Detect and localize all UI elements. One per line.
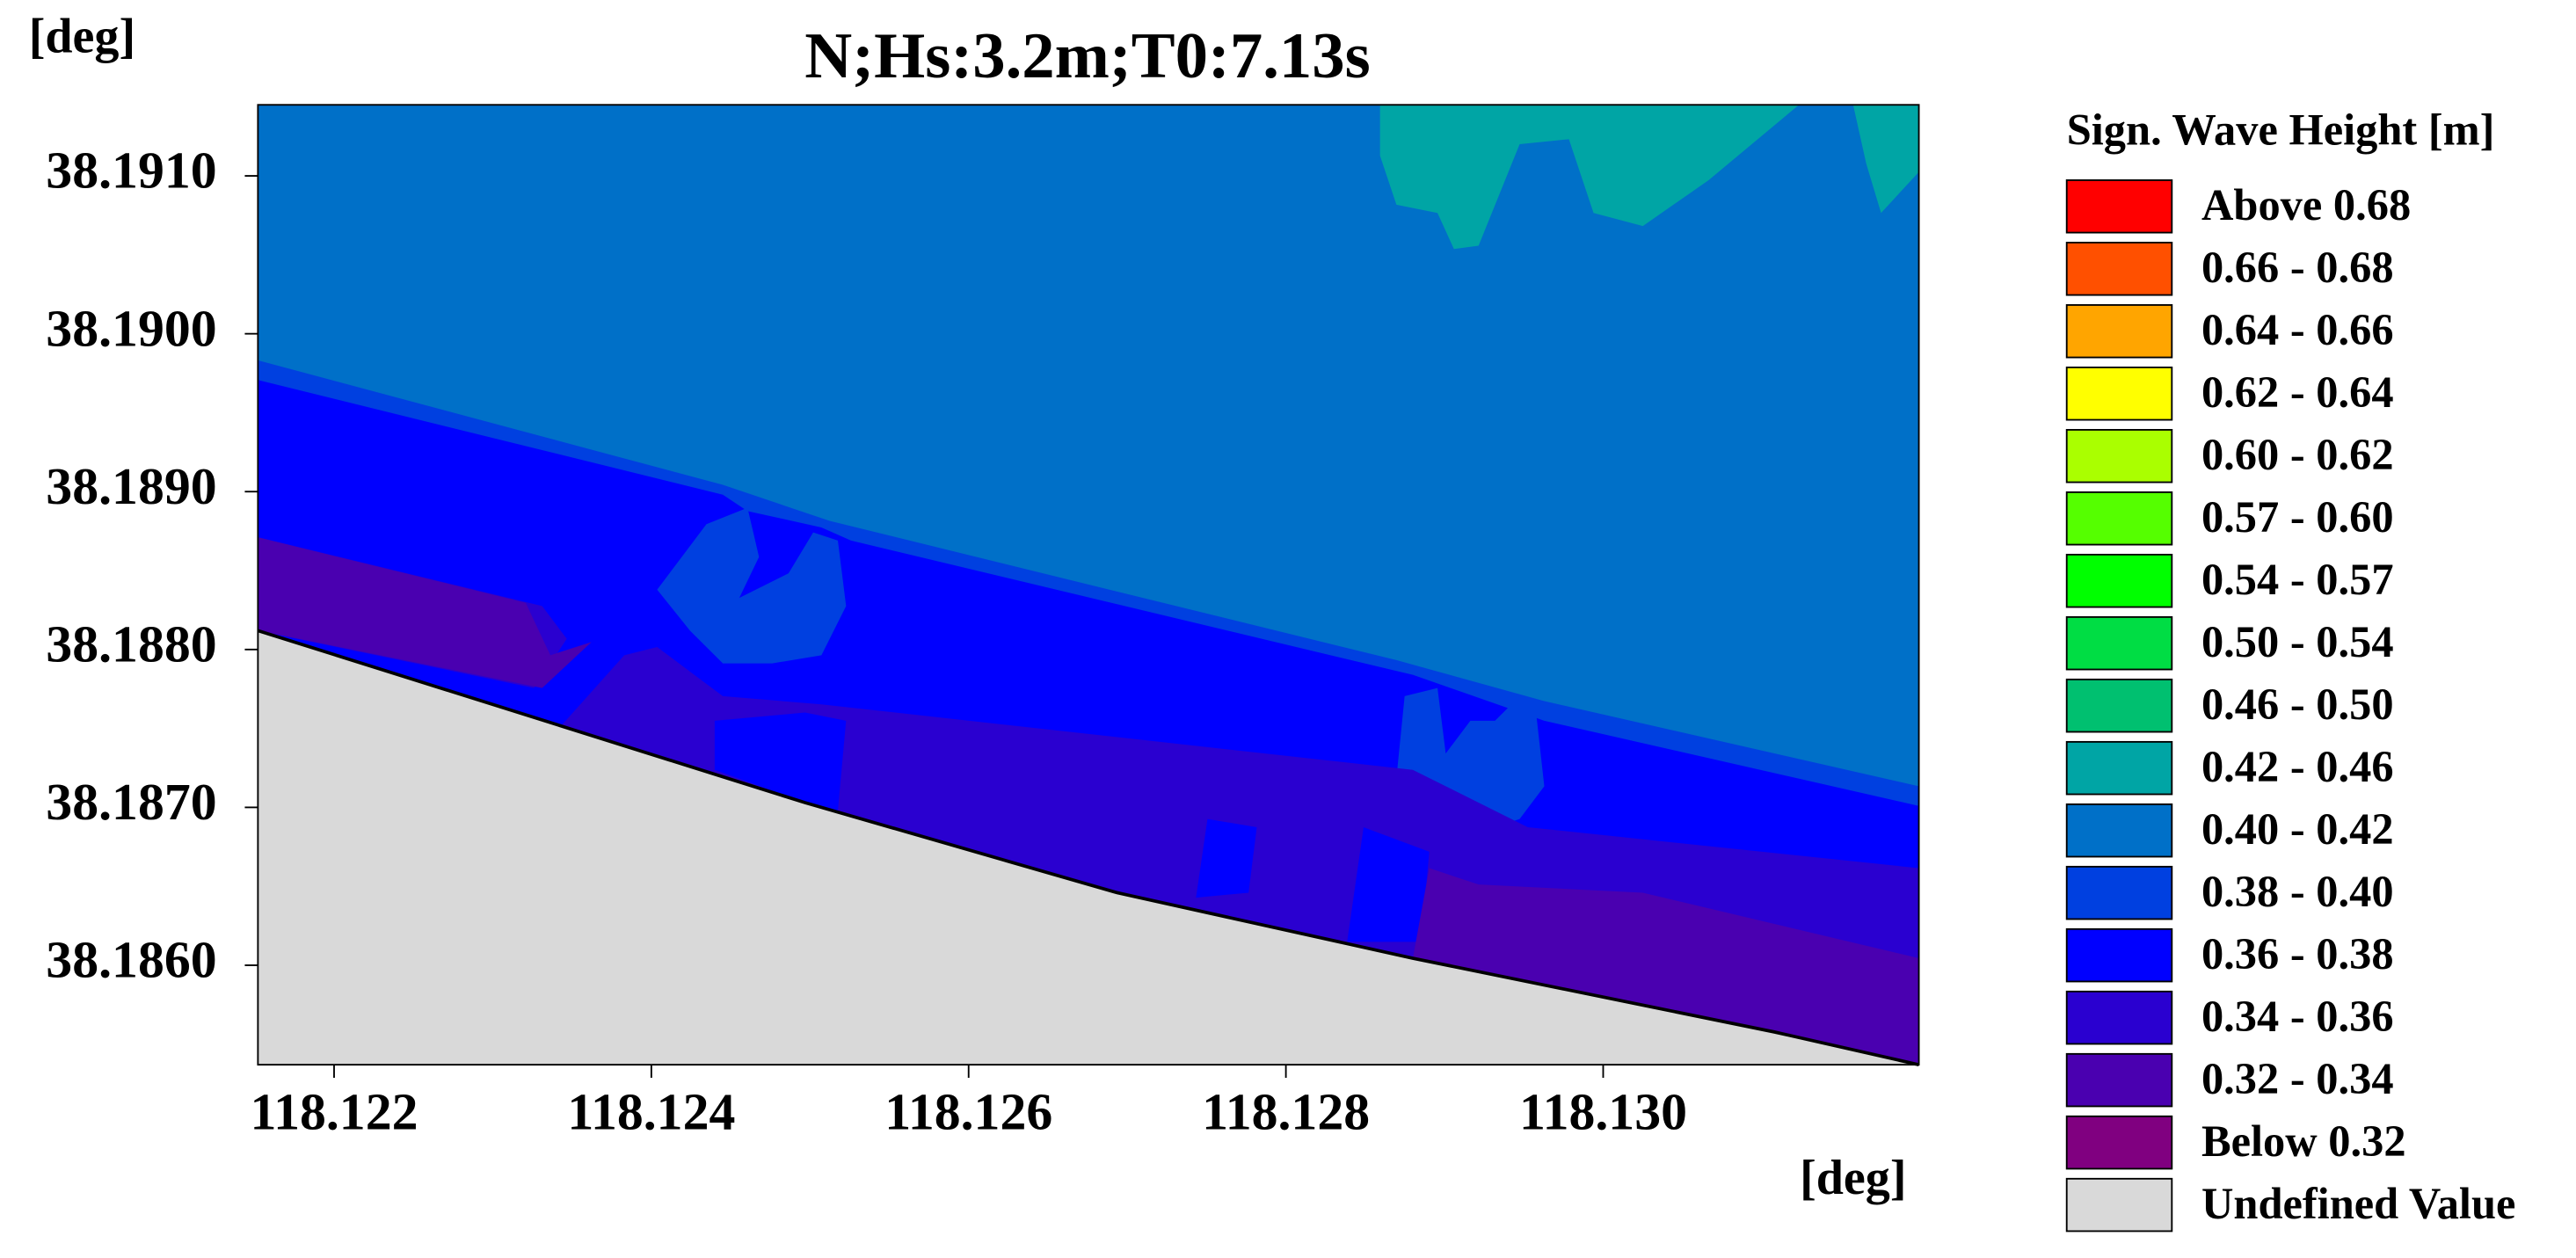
legend-label: 0.36 - 0.38 (2201, 929, 2394, 978)
y-axis-label: [deg] (29, 9, 135, 63)
legend-swatch (2065, 927, 2173, 983)
legend-label: 0.40 - 0.42 (2201, 804, 2394, 854)
legend-label: 0.34 - 0.36 (2201, 992, 2394, 1041)
legend-swatch (2065, 553, 2173, 608)
legend-label: 0.50 - 0.54 (2201, 617, 2394, 666)
y-tick-label: 38.1890 (46, 457, 216, 515)
legend-swatch (2065, 491, 2173, 546)
legend-swatch (2065, 1052, 2173, 1108)
legend-swatch (2065, 367, 2173, 421)
legend-swatch (2065, 740, 2173, 796)
y-tick-label: 38.1870 (46, 773, 216, 831)
contour-region (657, 507, 847, 664)
land-boundary (257, 629, 1919, 1066)
legend-swatch (2065, 803, 2173, 858)
legend-label: 0.46 - 0.50 (2201, 680, 2394, 729)
x-tick-label: 118.126 (884, 1083, 1052, 1141)
contour-region (1196, 818, 1257, 898)
legend-swatch (2065, 990, 2173, 1045)
x-tick-label: 118.128 (1202, 1083, 1370, 1141)
legend-swatch (2065, 179, 2173, 234)
legend-swatch (2065, 428, 2173, 484)
legend-swatch (2065, 1115, 2173, 1170)
contour-region (258, 537, 592, 688)
legend-swatch (2065, 1177, 2173, 1233)
legend-label: 0.38 - 0.40 (2201, 867, 2394, 916)
legend-swatch (2065, 304, 2173, 359)
legend-label: Undefined Value (2201, 1179, 2515, 1228)
contour-region (258, 630, 1919, 1065)
x-tick-label: 118.130 (1519, 1083, 1687, 1141)
legend-label: Below 0.32 (2201, 1116, 2406, 1166)
legend-swatch (2065, 242, 2173, 296)
y-tick-label: 38.1900 (46, 299, 216, 357)
legend-swatch (2065, 615, 2173, 671)
legend-label: 0.62 - 0.64 (2201, 367, 2394, 417)
contour-region (1852, 105, 1919, 214)
x-axis-label: [deg] (1800, 1151, 1906, 1205)
legend-swatch (2065, 865, 2173, 920)
x-tick-label: 118.122 (250, 1083, 418, 1141)
y-tick-label: 38.1910 (46, 142, 216, 200)
plot-frame (257, 104, 1920, 1066)
chart-title: N;Hs:3.2m;T0:7.13s (804, 19, 1370, 92)
y-tick-label: 38.1880 (46, 615, 216, 673)
legend-title: Sign. Wave Height [m] (2067, 105, 2495, 154)
legend-label: 0.60 - 0.62 (2201, 430, 2394, 479)
legend-label: 0.42 - 0.46 (2201, 742, 2394, 791)
contour-region (1379, 105, 1800, 250)
contour-region (714, 712, 847, 811)
legend-label: 0.54 - 0.57 (2201, 555, 2394, 604)
legend-label: 0.57 - 0.60 (2201, 492, 2394, 542)
legend-swatch (2065, 678, 2173, 733)
legend-label: 0.64 - 0.66 (2201, 305, 2394, 354)
y-tick-label: 38.1860 (46, 931, 216, 989)
contour-region (1413, 868, 1919, 1065)
legend-label: 0.32 - 0.34 (2201, 1054, 2394, 1103)
legend-label: 0.66 - 0.68 (2201, 243, 2394, 292)
legend-label: Above 0.68 (2201, 180, 2411, 229)
contour-region (1347, 826, 1430, 942)
x-tick-label: 118.124 (567, 1083, 735, 1141)
